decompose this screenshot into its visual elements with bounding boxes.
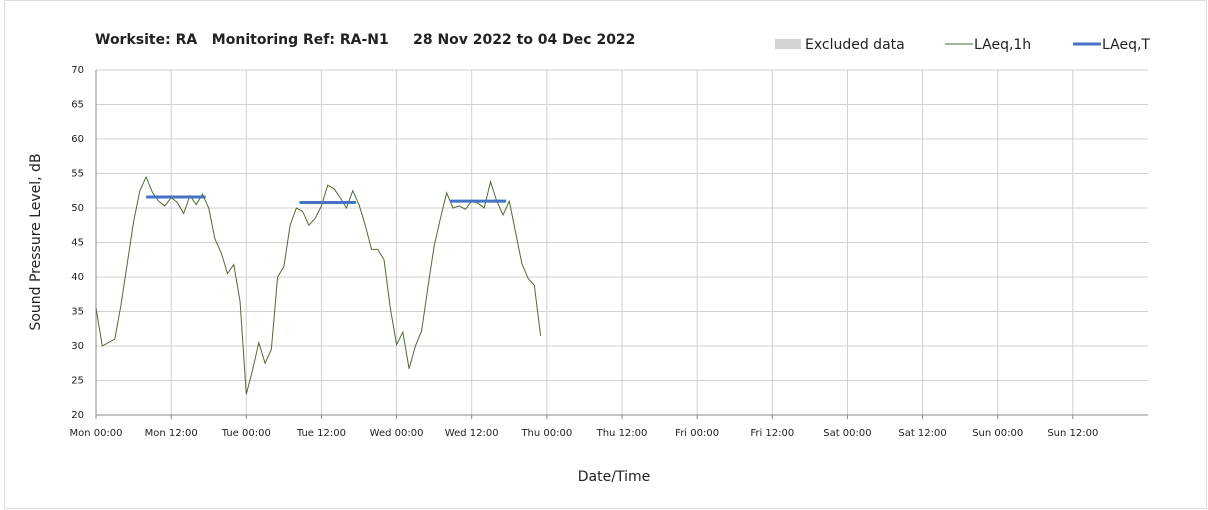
x-tick-label: Mon 00:00 bbox=[69, 428, 122, 439]
legend-label: LAeq,T bbox=[1102, 37, 1150, 53]
y-tick-label: 20 bbox=[71, 410, 84, 421]
y-tick-label: 65 bbox=[71, 100, 84, 111]
legend-swatch bbox=[775, 39, 801, 49]
x-tick-label: Wed 12:00 bbox=[445, 428, 499, 439]
y-tick-label: 25 bbox=[71, 376, 84, 387]
legend-label: Excluded data bbox=[805, 37, 905, 53]
y-tick-label: 40 bbox=[71, 272, 84, 283]
x-tick-label: Sat 00:00 bbox=[823, 428, 871, 439]
x-tick-label: Thu 12:00 bbox=[596, 428, 648, 439]
y-tick-label: 70 bbox=[71, 65, 84, 76]
x-tick-label: Sun 00:00 bbox=[972, 428, 1023, 439]
x-tick-label: Sat 12:00 bbox=[898, 428, 946, 439]
x-tick-label: Mon 12:00 bbox=[145, 428, 198, 439]
y-tick-label: 50 bbox=[71, 203, 84, 214]
y-tick-label: 45 bbox=[71, 238, 84, 249]
x-tick-label: Tue 00:00 bbox=[221, 428, 271, 439]
legend-label: LAeq,1h bbox=[974, 37, 1031, 53]
x-tick-label: Tue 12:00 bbox=[296, 428, 346, 439]
y-tick-label: 35 bbox=[71, 307, 84, 318]
x-tick-label: Fri 12:00 bbox=[750, 428, 794, 439]
series-line bbox=[95, 175, 542, 395]
x-tick-label: Wed 00:00 bbox=[370, 428, 424, 439]
y-tick-label: 30 bbox=[71, 341, 84, 352]
y-tick-label: 55 bbox=[71, 169, 84, 180]
y-axis-label: Sound Pressure Level, dB bbox=[28, 153, 44, 330]
x-tick-label: Fri 00:00 bbox=[675, 428, 719, 439]
x-axis-label: Date/Time bbox=[578, 469, 650, 485]
y-tick-label: 60 bbox=[71, 134, 84, 145]
x-tick-label: Sun 12:00 bbox=[1047, 428, 1098, 439]
chart-title: Worksite: RA Monitoring Ref: RA-N1 28 No… bbox=[95, 32, 635, 48]
x-tick-label: Thu 00:00 bbox=[520, 428, 572, 439]
frame bbox=[4, 0, 1207, 509]
